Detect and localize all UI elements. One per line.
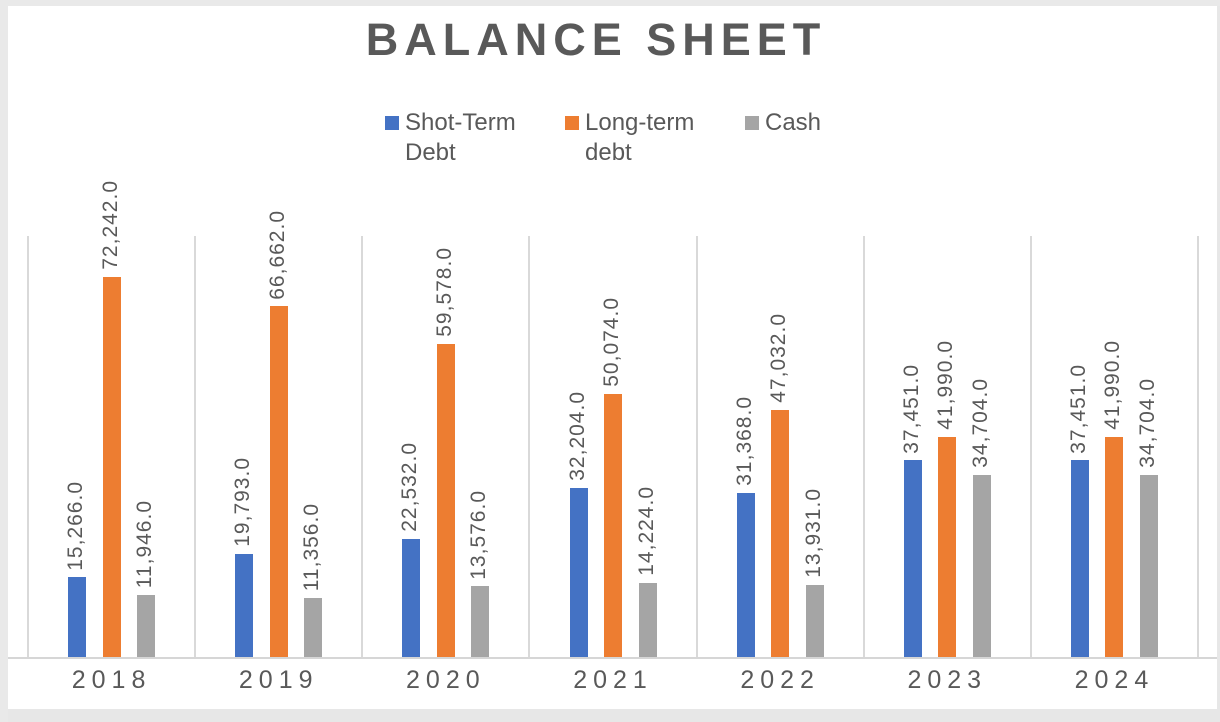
bar-long-term-debt-2023 — [938, 436, 957, 658]
bar-value-label: 31,368.0 — [732, 395, 756, 486]
bar-shot-term-debt-2022 — [736, 492, 755, 658]
bar-value-label: 15,266.0 — [64, 480, 88, 571]
legend-label: Cash — [765, 109, 822, 136]
bar-value-label: 50,074.0 — [600, 297, 623, 387]
legend-item-cash: Cash — [745, 108, 821, 138]
bar-long-term-debt-2024 — [1105, 436, 1124, 658]
bar-shot-term-debt-2019 — [235, 553, 254, 658]
bar-long-term-debt-2018 — [102, 276, 121, 658]
bar-cash-2023 — [972, 474, 991, 658]
legend-label: Shot-Term Debt — [405, 109, 516, 166]
bar-value-label: 14,224.0 — [634, 486, 658, 576]
x-axis-label-2018: 2018 — [71, 666, 152, 694]
bar-value-label: 34,704.0 — [968, 378, 992, 468]
bar-value-label: 37,451.0 — [899, 363, 923, 454]
x-axis-line — [8, 657, 1217, 659]
category-gridline — [1197, 236, 1199, 658]
bar-value-label: 59,578.0 — [432, 246, 456, 337]
x-axis-label-2022: 2022 — [740, 666, 820, 694]
bar-value-label: 19,793.0 — [231, 456, 255, 547]
bar-long-term-debt-2019 — [269, 306, 288, 658]
x-axis-label-2019: 2019 — [238, 666, 319, 694]
x-axis-label-2023: 2023 — [907, 666, 988, 694]
category-gridline — [1029, 236, 1032, 658]
bar-long-term-debt-2021 — [604, 393, 622, 658]
bar-shot-term-debt-2023 — [903, 460, 922, 658]
bar-value-label: 11,356.0 — [300, 502, 324, 592]
x-axis-labels: 2018 2019 2020 2021 2022 2023 2024 — [28, 666, 1198, 706]
legend-swatch-short-term-debt-icon — [385, 116, 399, 130]
bar-value-label: 47,032.0 — [767, 313, 791, 403]
category-gridline — [695, 236, 698, 658]
category-gridline — [528, 236, 531, 658]
bar-value-label: 13,931.0 — [801, 487, 825, 578]
bar-cash-2024 — [1139, 474, 1158, 658]
legend-item-long-term-debt: Long-term debt — [565, 108, 713, 168]
bar-value-label: 11,946.0 — [133, 499, 157, 588]
bar-value-label: 22,532.0 — [398, 442, 422, 533]
bar-value-label: 72,242.0 — [98, 180, 122, 270]
category-gridline — [361, 236, 364, 658]
bar-value-label: 13,576.0 — [467, 489, 491, 580]
x-axis-label-2021: 2021 — [573, 666, 653, 694]
bar-shot-term-debt-2021 — [569, 488, 588, 658]
x-axis-label-2024: 2024 — [1074, 666, 1155, 694]
bar-cash-2019 — [304, 598, 323, 658]
legend-item-short-term-debt: Shot-Term Debt — [385, 108, 533, 168]
bar-value-label: 34,704.0 — [1135, 378, 1159, 468]
bar-cash-2020 — [471, 586, 490, 658]
bar-value-label: 32,204.0 — [565, 391, 589, 482]
x-axis-label-2020: 2020 — [406, 666, 486, 694]
legend-swatch-cash-icon — [745, 116, 759, 130]
bar-shot-term-debt-2020 — [402, 539, 421, 658]
legend-swatch-long-term-debt-icon — [565, 116, 579, 130]
bar-shot-term-debt-2018 — [68, 577, 87, 658]
bar-shot-term-debt-2024 — [1070, 460, 1089, 658]
plot-area: 15,266.0 72,242.0 11,946.0 19,793.0 66,662.0… — [27, 180, 1199, 658]
bar-value-label: 66,662.0 — [265, 209, 289, 300]
category-gridline — [194, 236, 197, 658]
bar-cash-2018 — [137, 595, 156, 658]
bar-cash-2021 — [638, 582, 657, 658]
bar-value-label: 41,990.0 — [1101, 339, 1125, 430]
category-gridline — [27, 236, 29, 658]
bar-value-label: 37,451.0 — [1066, 363, 1090, 454]
chart-title: BALANCE SHEET — [365, 14, 827, 65]
category-gridline — [862, 236, 865, 658]
bar-value-label: 41,990.0 — [934, 339, 958, 430]
chart-legend: Shot-Term Debt Long-term debt Cash — [385, 108, 821, 168]
legend-label: Long-term debt — [585, 109, 695, 166]
bar-long-term-debt-2022 — [771, 409, 790, 658]
bar-cash-2022 — [805, 584, 824, 658]
bar-long-term-debt-2020 — [436, 343, 455, 658]
